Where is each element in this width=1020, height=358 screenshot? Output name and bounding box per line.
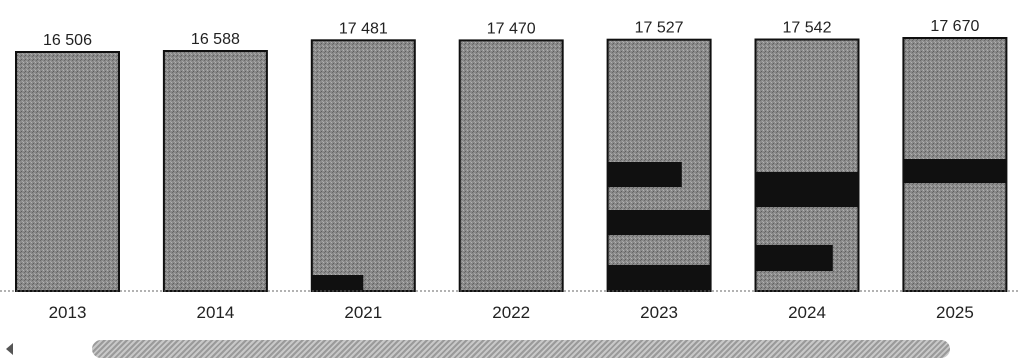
value-label-2025: 17 670 (930, 18, 979, 35)
category-label-2013: 2013 (49, 303, 87, 322)
value-label-2023: 17 527 (635, 20, 684, 37)
category-label-2022: 2022 (492, 303, 530, 322)
scroll-left-arrow-icon[interactable] (6, 343, 13, 355)
category-label-2023: 2023 (640, 303, 678, 322)
category-label-2021: 2021 (344, 303, 382, 322)
bar-2021 (310, 39, 416, 292)
bar-2014 (162, 50, 268, 292)
value-label-2013: 16 506 (43, 32, 92, 49)
value-label-2021: 17 481 (339, 20, 388, 37)
bar-2022 (458, 39, 564, 293)
bar-2023-dark-band-1 (607, 210, 711, 235)
horizontal-scrollbar-thumb[interactable] (92, 340, 950, 358)
bar-2013 (15, 51, 120, 292)
category-label-2014: 2014 (196, 303, 234, 322)
category-label-2024: 2024 (788, 303, 826, 322)
bar-2023-dark-band-2 (607, 265, 711, 291)
category-label-2025: 2025 (936, 303, 974, 322)
bar-2025-dark-band-0 (903, 159, 1007, 183)
bar-2021-dark-band-0 (311, 275, 364, 291)
bar-2024-dark-band-0 (755, 172, 859, 207)
bar-2023-dark-band-0 (607, 162, 682, 187)
bar-2024-dark-band-1 (755, 245, 833, 271)
value-label-2024: 17 542 (783, 20, 832, 37)
value-label-2014: 16 588 (191, 31, 240, 48)
value-label-2022: 17 470 (487, 20, 536, 37)
